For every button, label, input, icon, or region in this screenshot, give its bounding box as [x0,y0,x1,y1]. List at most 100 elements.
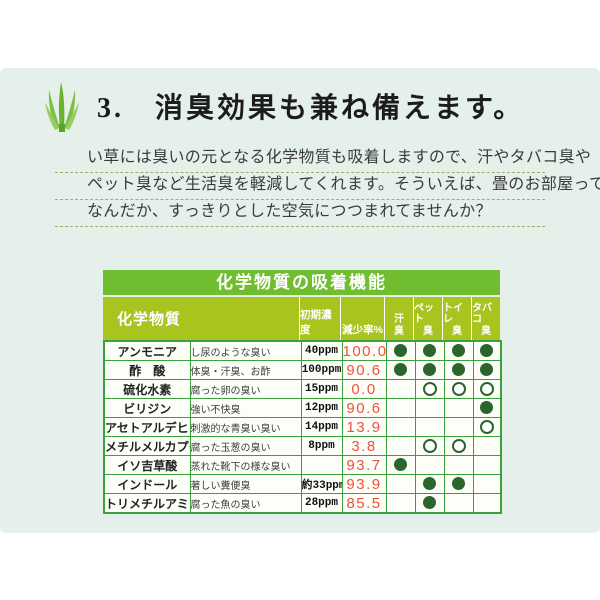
mark-cell-sweat [385,379,416,399]
substance-name: 酢 酸 [103,360,191,380]
table-row: 酢 酸 体臭・汗臭、お酢 100ppm 90.6 [103,360,502,380]
odor-mark-icon [480,401,494,415]
odor-description: 腐った卵の臭い [189,379,302,399]
header-odor-tobacco-top: タバコ [472,302,492,326]
header-substance: 化学物質 [103,297,299,340]
odor-mark-icon [423,496,436,510]
reduction-rate: 93.9 [341,474,387,494]
mark-cell-toilet [443,493,474,514]
header-odor-tobacco-bottom: 臭 [481,325,491,337]
odor-description: 刺激的な青臭い臭い [189,417,302,437]
mark-cell-pet [414,436,445,456]
mark-cell-tobacco [472,493,502,514]
reduction-rate: 0.0 [341,379,387,399]
mark-cell-tobacco [472,436,502,456]
mark-cell-pet [414,417,445,437]
substance-name: トリメチルアミン [103,493,191,514]
reduction-rate: 3.8 [341,436,387,456]
reduction-rate: 93.7 [341,455,387,475]
mark-cell-toilet [443,360,474,380]
table-row: インドール 著しい糞便臭 約33ppm 93.9 [103,474,502,494]
odor-mark-icon [452,477,465,491]
substance-name: インドール [103,474,191,494]
mark-cell-sweat [385,493,416,514]
mark-cell-pet [414,493,445,514]
page-title: 3. 消臭効果も兼ね備えます。 [97,93,525,124]
table-header-row: 化学物質 初期濃度 減少率% 汗 臭 ペット 臭 トイレ 臭 タバコ 臭 [103,297,500,340]
odor-mark-icon [480,344,494,358]
grass-icon [45,82,79,132]
header-odor-sweat-bottom: 臭 [394,325,404,337]
mark-cell-tobacco [472,474,502,494]
odor-mark-icon [451,381,466,396]
mark-cell-sweat [385,474,416,494]
odor-description: 蒸れた靴下の様な臭い [189,455,302,475]
mark-cell-sweat [385,398,416,418]
substance-name: ビリジン [103,398,191,418]
header-odor-pet-top: ペット [414,302,434,326]
odor-mark-icon [394,344,407,358]
header-odor-toilet-top: トイレ [443,302,463,326]
mark-cell-tobacco [472,455,502,475]
table-body: アンモニア し尿のような臭い 40ppm 100.0 酢 酸 体臭・汗臭、お酢 … [103,340,502,514]
mark-cell-toilet [443,417,474,437]
odor-description: 強い不快臭 [189,398,302,418]
mark-cell-toilet [443,474,474,494]
substance-name: アセトアルデヒド [103,417,191,437]
reduction-rate: 13.9 [341,417,387,437]
mark-cell-toilet [443,340,474,361]
mark-cell-pet [414,340,445,361]
mark-cell-sweat [385,417,416,437]
mark-cell-tobacco [472,360,502,380]
mark-cell-sweat [385,340,416,361]
odor-description: し尿のような臭い [189,340,302,361]
mark-cell-toilet [443,379,474,399]
initial-concentration [300,455,343,475]
mark-cell-sweat [385,455,416,475]
odor-description: 腐った玉葱の臭い [189,436,302,456]
odor-mark-icon [422,438,437,453]
odor-mark-icon [479,381,494,396]
header-odor-sweat: 汗 臭 [385,297,413,340]
reduction-rate: 90.6 [341,360,387,380]
initial-concentration: 8ppm [300,436,343,456]
odor-description: 体臭・汗臭、お酢 [189,360,302,380]
intro-line-2: ペット臭など生活臭を軽減してくれます。そういえば、畳のお部屋って、 [55,173,600,200]
mark-cell-pet [414,379,445,399]
header-odor-toilet-bottom: 臭 [452,325,462,337]
initial-concentration: 約33ppm [300,474,343,494]
mark-cell-toilet [443,398,474,418]
header-reduction-rate: 減少率% [341,297,384,340]
absorption-table: 化学物質の吸着機能 化学物質 初期濃度 減少率% 汗 臭 ペット 臭 トイレ 臭… [103,270,502,514]
substance-name: イソ吉草酸 [103,455,191,475]
initial-concentration: 15ppm [300,379,343,399]
odor-mark-icon [422,381,437,396]
table-row: イソ吉草酸 蒸れた靴下の様な臭い 93.7 [103,455,502,475]
mark-cell-pet [414,455,445,475]
mark-cell-tobacco [472,340,502,361]
table-row: トリメチルアミン 腐った魚の臭い 28ppm 85.5 [103,493,502,514]
table-row: アセトアルデヒド 刺激的な青臭い臭い 14ppm 13.9 [103,417,502,437]
header-initial-concentration: 初期濃度 [300,297,340,340]
odor-mark-icon [479,419,494,434]
intro-line-3: なんだか、すっきりとした空気につつまれてませんか？ [55,200,545,227]
initial-concentration: 40ppm [300,340,343,361]
mark-cell-pet [414,360,445,380]
odor-description: 著しい糞便臭 [189,474,302,494]
table-row: メチルメルカプタン 腐った玉葱の臭い 8ppm 3.8 [103,436,502,456]
reduction-rate: 90.6 [341,398,387,418]
table-row: ビリジン 強い不快臭 12ppm 90.6 [103,398,502,418]
odor-description: 腐った魚の臭い [189,493,302,514]
mark-cell-toilet [443,436,474,456]
mark-cell-sweat [385,360,416,380]
odor-mark-icon [423,477,436,491]
mark-cell-sweat [385,436,416,456]
odor-mark-icon [480,363,494,377]
header-odor-tobacco: タバコ 臭 [472,297,500,340]
header-odor-sweat-top: 汗 [394,314,404,325]
mark-cell-tobacco [472,417,502,437]
odor-mark-icon [423,363,436,377]
odor-mark-icon [452,344,465,358]
mark-cell-toilet [443,455,474,475]
substance-name: 硫化水素 [103,379,191,399]
